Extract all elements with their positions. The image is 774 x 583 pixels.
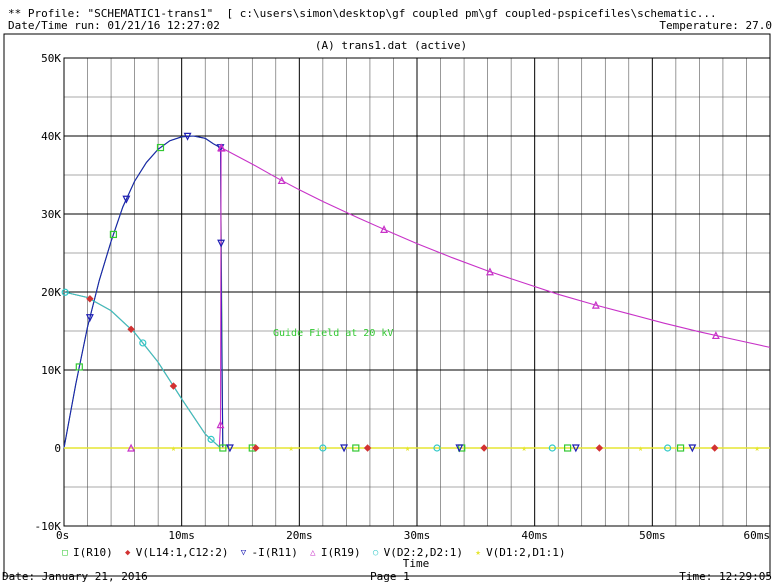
legend-label: I(R19) bbox=[320, 546, 361, 559]
series-marker-4 bbox=[433, 444, 441, 452]
x-axis-title: Time bbox=[403, 557, 430, 570]
series-marker-3 bbox=[380, 224, 389, 233]
axes: 0s 10ms 20ms 30ms 40ms 50ms 60ms -10K 0 10K 20K 30K… bbox=[35, 52, 771, 542]
series-marker-2 bbox=[122, 195, 131, 204]
plot-outer-frame bbox=[3, 33, 771, 577]
series-marker-4 bbox=[548, 444, 556, 452]
legend-item: ★ V(D1:2,D1:1) bbox=[473, 546, 565, 559]
x-tick-label: 50ms bbox=[639, 529, 666, 542]
footer-date: Date: January 21, 2016 bbox=[2, 570, 148, 583]
legend-item: ○ V(D2:2,D2:1) bbox=[371, 546, 463, 559]
circle-icon: ○ bbox=[372, 547, 379, 558]
legend-label: V(D1:2,D1:1) bbox=[486, 546, 566, 559]
x-tick-label: 0s bbox=[56, 529, 69, 542]
annotation-text: Guide Field at 20 kV bbox=[273, 328, 393, 339]
footer-time: Time: 12:29:05 bbox=[679, 570, 772, 583]
legend-label: -I(R11) bbox=[251, 546, 298, 559]
grid bbox=[63, 57, 771, 527]
series-marker-1 bbox=[363, 444, 372, 452]
series-layer bbox=[63, 135, 771, 449]
y-tick-label: -10K bbox=[35, 520, 62, 533]
y-tick-label: 40K bbox=[41, 130, 61, 143]
y-tick-label: 10K bbox=[41, 364, 61, 377]
series-marker-0 bbox=[564, 444, 572, 452]
series-marker-2 bbox=[571, 444, 580, 453]
chart-title: (A) trans1.dat (active) bbox=[315, 39, 467, 52]
series-marker-4 bbox=[139, 339, 147, 347]
temperature: Temperature: 27.0 bbox=[659, 19, 772, 32]
series-marker-2 bbox=[225, 444, 234, 453]
x-tick-label: 10ms bbox=[168, 529, 195, 542]
series-marker-5: ★ bbox=[638, 444, 644, 454]
series-marker-4 bbox=[207, 435, 215, 443]
markers-layer: ★ ★ ★ ★ ★ ★ bbox=[61, 132, 760, 454]
series-marker-5: ★ bbox=[754, 444, 760, 454]
legend-label: V(D2:2,D2:1) bbox=[383, 546, 464, 559]
diamond-icon: ◆ bbox=[125, 547, 131, 558]
series-marker-0 bbox=[676, 444, 685, 452]
series-marker-1 bbox=[480, 444, 488, 452]
series-marker-4 bbox=[664, 444, 672, 452]
series-marker-0 bbox=[219, 444, 227, 452]
series-marker-1 bbox=[169, 382, 178, 390]
x-tick-label: 30ms bbox=[404, 529, 431, 542]
footer-page: Page 1 bbox=[370, 570, 410, 583]
legend-item: □ I(R10) bbox=[60, 546, 113, 559]
legend-label: I(R10) bbox=[73, 546, 113, 559]
legend-item: ▽ -I(R11) bbox=[238, 546, 298, 559]
series-marker-0 bbox=[109, 230, 118, 239]
series-marker-3 bbox=[591, 300, 600, 309]
series-marker-1 bbox=[595, 444, 604, 452]
series-marker-2 bbox=[340, 444, 349, 453]
y-tick-label: 20K bbox=[41, 286, 61, 299]
series-marker-5: ★ bbox=[288, 444, 294, 454]
square-icon: □ bbox=[62, 547, 68, 558]
series-marker-4 bbox=[61, 288, 69, 296]
y-tick-label: 30K bbox=[41, 208, 61, 221]
series-marker-3 bbox=[711, 331, 720, 340]
series-marker-1 bbox=[86, 295, 94, 303]
series-marker-4 bbox=[319, 444, 327, 452]
legend-label: V(L14:1,C12:2) bbox=[135, 546, 229, 559]
series-marker-2 bbox=[85, 314, 94, 323]
series-marker-1 bbox=[252, 444, 260, 452]
y-tick-label: 0 bbox=[54, 442, 61, 455]
series-marker-0 bbox=[156, 143, 165, 152]
series-marker-2 bbox=[217, 239, 226, 248]
series-marker-3 bbox=[127, 443, 136, 452]
datetime-run: Date/Time run: 01/21/16 12:27:02 bbox=[8, 19, 220, 32]
legend: □ I(R10) ◆ V(L14:1,C12:2) ▽ -I(R11) △ I(R19) ○ V(… bbox=[60, 546, 576, 559]
triangle-up-icon: △ bbox=[310, 547, 316, 558]
series-marker-2 bbox=[455, 444, 464, 453]
series-marker-3 bbox=[216, 420, 225, 429]
series-marker-2 bbox=[688, 444, 697, 453]
series-marker-2 bbox=[183, 132, 192, 141]
series-marker-3 bbox=[217, 143, 226, 152]
series-marker-1 bbox=[127, 325, 135, 333]
x-tick-label: 60ms bbox=[744, 529, 771, 542]
series-marker-5: ★ bbox=[521, 444, 527, 454]
x-tick-label: 20ms bbox=[286, 529, 313, 542]
series-marker-0 bbox=[352, 444, 360, 452]
series-marker-3 bbox=[485, 267, 494, 276]
series-marker-3 bbox=[277, 176, 286, 185]
series-marker-5: ★ bbox=[405, 444, 411, 454]
series-marker-0 bbox=[75, 363, 83, 371]
legend-item: △ I(R19) bbox=[308, 546, 361, 559]
y-tick-label: 50K bbox=[41, 52, 61, 65]
legend-item: ◆ V(L14:1,C12:2) bbox=[123, 546, 229, 559]
series-marker-1 bbox=[710, 444, 719, 452]
triangle-down-icon: ▽ bbox=[240, 547, 247, 558]
series-marker-5: ★ bbox=[171, 444, 177, 454]
series-line-3 bbox=[64, 146, 771, 449]
x-tick-label: 40ms bbox=[521, 529, 548, 542]
profile-line: ** Profile: "SCHEMATIC1-trans1" [ c:\use… bbox=[8, 7, 717, 20]
star-icon: ★ bbox=[475, 547, 481, 558]
